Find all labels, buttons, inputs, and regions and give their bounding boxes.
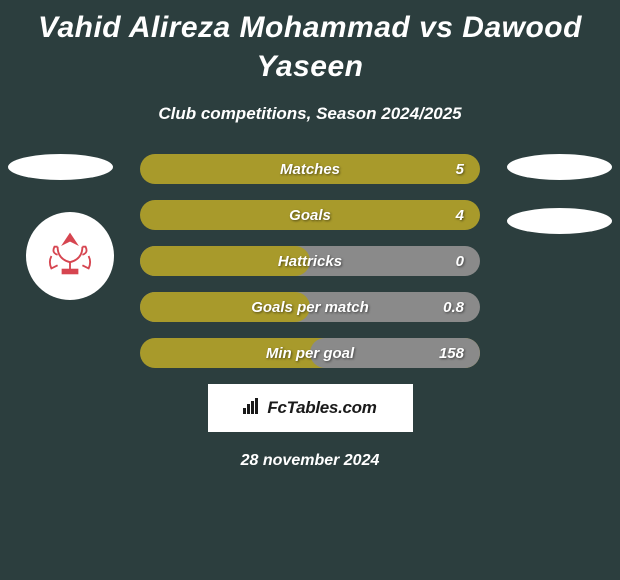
stat-bars: Matches 5 Goals 4 Hattricks 0 Goals per match 0…	[140, 154, 480, 368]
stat-bar: Goals per match 0.8	[140, 292, 480, 322]
club-logo	[26, 212, 114, 300]
stat-value: 0.8	[443, 299, 464, 316]
stat-label: Goals per match	[251, 299, 369, 316]
stat-bar: Hattricks 0	[140, 246, 480, 276]
trophy-crest-icon	[39, 225, 101, 287]
bar-chart-icon	[243, 398, 261, 419]
title-line-1: Vahid Alireza Mohammad vs Dawood	[38, 11, 582, 44]
player-right-placeholder-2	[507, 208, 612, 234]
player-left-placeholder	[8, 154, 113, 180]
player-right-placeholder-1	[507, 154, 612, 180]
date-label: 28 november 2024	[0, 452, 620, 470]
stat-bar: Matches 5	[140, 154, 480, 184]
stat-label: Goals	[289, 207, 331, 224]
fctables-label: FcTables.com	[267, 398, 376, 418]
stat-value: 5	[456, 161, 464, 178]
stat-value: 0	[456, 253, 464, 270]
stat-value: 4	[456, 207, 464, 224]
fctables-badge: FcTables.com	[208, 384, 413, 432]
stat-label: Min per goal	[266, 345, 354, 362]
stat-label: Matches	[280, 161, 340, 178]
stat-bar: Goals 4	[140, 200, 480, 230]
comparison-title: Vahid Alireza Mohammad vs Dawood Yaseen	[0, 0, 620, 86]
stats-section: Matches 5 Goals 4 Hattricks 0 Goals per match 0…	[0, 154, 620, 368]
subtitle: Club competitions, Season 2024/2025	[0, 104, 620, 124]
title-line-2: Yaseen	[257, 50, 364, 83]
stat-label: Hattricks	[278, 253, 342, 270]
stat-bar: Min per goal 158	[140, 338, 480, 368]
stat-value: 158	[439, 345, 464, 362]
